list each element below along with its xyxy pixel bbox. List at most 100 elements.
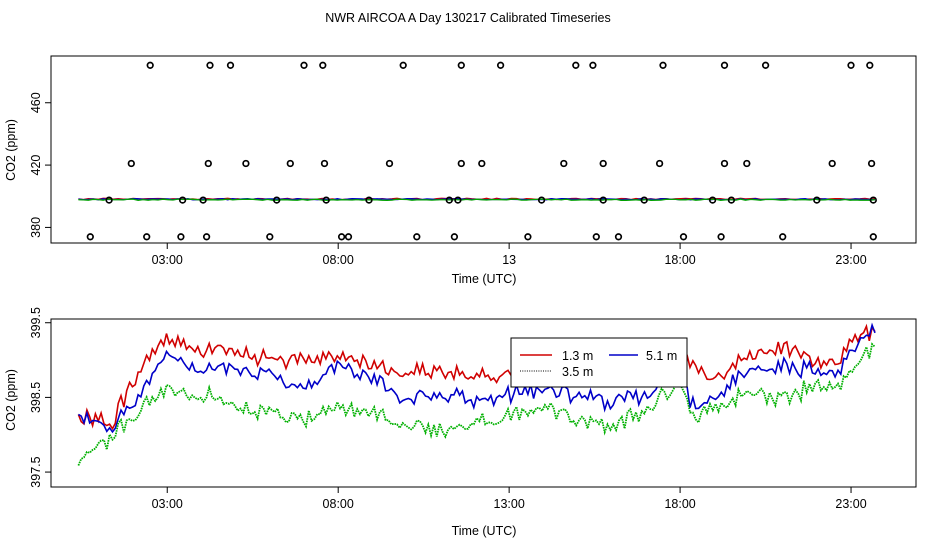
flagged-point [86, 233, 94, 241]
top-y-axis-label: CO2 (ppm) [4, 119, 18, 181]
bottom-y-tick-label: 399.5 [29, 307, 43, 338]
flagged-point [365, 196, 373, 204]
top-x-axis: 03:00 08:00 13 18:00 23:00 [152, 243, 867, 267]
flagged-point [454, 196, 462, 204]
flagged-point [813, 196, 821, 204]
flagged-point [143, 233, 151, 241]
bottom-y-axis: 397.5 398.5 399.5 [29, 307, 51, 488]
flagged-point [450, 233, 459, 241]
flagged-point [828, 159, 836, 168]
flagged-point [206, 61, 214, 69]
flagged-point [337, 233, 346, 241]
flagged-point [720, 159, 729, 168]
flagged-point [679, 233, 688, 241]
flagged-point [866, 61, 874, 69]
top-series-lines [78, 197, 876, 201]
flagged-point [761, 61, 770, 69]
bottom-plot-frame [50, 318, 917, 488]
flagged-point [589, 61, 597, 69]
flagged-point [743, 159, 751, 168]
flagged-point [457, 159, 465, 168]
top-flagged-points [86, 61, 877, 241]
series-line-3-5-m [77, 342, 876, 466]
flagged-point [717, 233, 725, 241]
top-plot-frame [50, 55, 917, 244]
flagged-point [127, 159, 135, 168]
flagged-point [537, 196, 546, 204]
legend-box [510, 337, 688, 388]
flagged-point [204, 159, 212, 168]
flagged-point [478, 159, 486, 168]
bottom-panel: 397.5 398.5 399.5 03:00 08:00 13:00 18:00 23:0… [4, 307, 917, 538]
bottom-x-tick-label: 03:00 [152, 497, 183, 511]
flagged-point [300, 61, 308, 69]
bottom-y-axis-label: CO2 (ppm) [4, 369, 18, 431]
flagged-point [199, 196, 207, 204]
flagged-point [572, 61, 580, 69]
legend-label-3-5m: 3.5 m [562, 365, 593, 379]
flagged-point [592, 233, 600, 241]
flagged-point [560, 159, 568, 168]
bottom-y-tick-label: 398.5 [29, 382, 43, 413]
flagged-point [286, 159, 294, 168]
flagged-point [226, 61, 235, 69]
legend-label-1-3m: 1.3 m [562, 349, 593, 363]
legend-label-5-1m: 5.1 m [646, 349, 677, 363]
series-line-1-3-m [77, 323, 876, 431]
top-y-axis: 380 420 460 [29, 92, 51, 238]
flagged-point [708, 196, 717, 204]
flagged-point [344, 233, 353, 241]
top-x-axis-label: Time (UTC) [452, 272, 517, 286]
flagged-point [266, 233, 274, 241]
flagged-point [720, 61, 729, 69]
flagged-point [105, 196, 113, 204]
legend: 1.3 m 5.1 m 3.5 m [510, 337, 688, 388]
top-y-tick-label: 380 [29, 217, 43, 238]
top-x-tick-label: 03:00 [152, 253, 183, 267]
flagged-point [146, 61, 154, 69]
flagged-point [524, 233, 532, 241]
top-y-tick-label: 460 [29, 92, 43, 113]
flagged-point [779, 233, 787, 241]
flagged-point [385, 159, 394, 168]
top-x-tick-label: 08:00 [323, 253, 354, 267]
bottom-x-tick-label: 08:00 [323, 497, 354, 511]
bottom-x-tick-label: 23:00 [835, 497, 866, 511]
top-x-tick-label: 18:00 [664, 253, 695, 267]
bottom-x-axis-label: Time (UTC) [452, 524, 517, 538]
bottom-x-tick-label: 18:00 [664, 497, 695, 511]
figure-title: NWR AIRCOA A Day 130217 Calibrated Times… [325, 11, 611, 25]
flagged-point [320, 159, 329, 168]
top-x-tick-label: 23:00 [835, 253, 866, 267]
flagged-point [847, 61, 855, 69]
flagged-point [655, 159, 664, 168]
bottom-y-tick-label: 397.5 [29, 456, 43, 487]
flagged-point [399, 61, 407, 69]
flagged-point [496, 61, 505, 69]
flagged-point [659, 61, 667, 69]
bottom-x-axis: 03:00 08:00 13:00 18:00 23:00 [152, 487, 867, 511]
flagged-point [727, 196, 736, 204]
flagged-point [273, 196, 281, 204]
top-panel: 380 420 460 03:00 08:00 13 18:00 23:00 Time (U… [4, 55, 917, 286]
flagged-point [599, 159, 607, 168]
flagged-point [599, 196, 607, 204]
flagged-point [322, 196, 330, 204]
flagged-point [869, 233, 877, 241]
top-y-tick-label: 420 [29, 155, 43, 176]
flagged-point [867, 159, 876, 168]
flagged-point [178, 196, 187, 204]
flagged-point [614, 233, 623, 241]
bottom-x-tick-label: 13:00 [494, 497, 525, 511]
top-x-tick-label: 13 [502, 253, 516, 267]
flagged-point [457, 61, 465, 69]
flagged-point [202, 233, 211, 241]
flagged-point [177, 233, 185, 241]
top-series-line [78, 198, 876, 201]
flagged-point [869, 196, 877, 204]
flagged-point [242, 159, 250, 168]
flagged-point [445, 196, 453, 204]
series-line-5-1-m [78, 322, 876, 434]
flagged-point [413, 233, 421, 241]
